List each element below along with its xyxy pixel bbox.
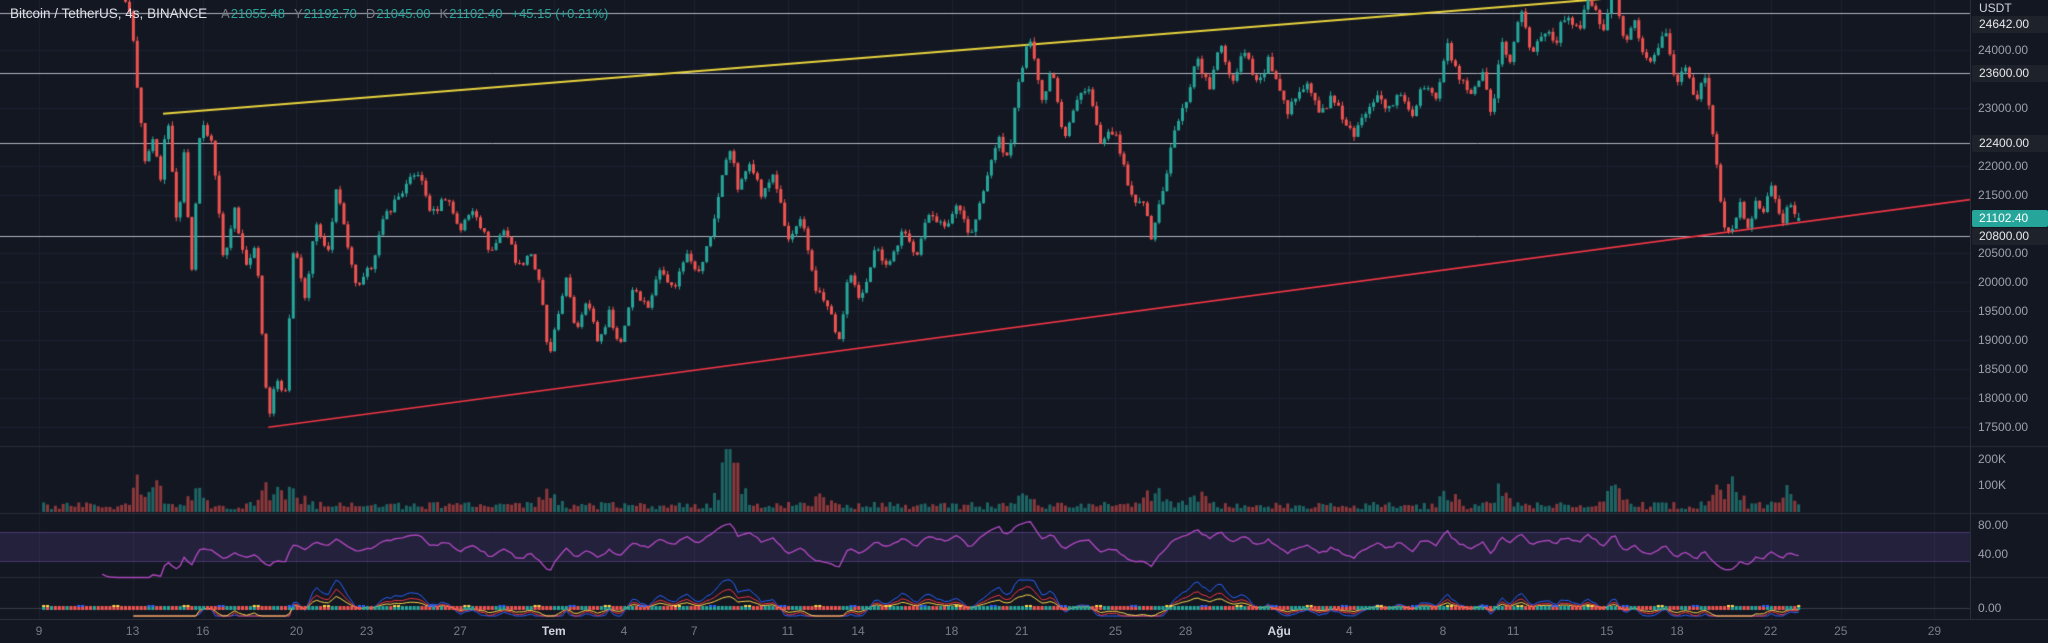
time-tick-label: 21 <box>1015 624 1029 638</box>
time-axis[interactable]: 9 13 16 20 23 27 Tem 4 7 11 14 18 21 25 28 Ağu 4 8 11 15 18 2… <box>0 619 2048 643</box>
last-price-label: 21102.40 <box>1972 210 2048 227</box>
high-label: Y <box>293 6 303 21</box>
osc-tick-label: 0.00 <box>1978 601 2002 615</box>
price-tick-label: 17500.00 <box>1978 420 2029 434</box>
time-tick-label: 8 <box>1439 624 1447 638</box>
symbol-legend: Bitcoin / TetherUS, 4s, BINANCE A21055.48… <box>10 5 617 23</box>
price-tick-label: 19500.00 <box>1978 304 2029 318</box>
change-value: +45.15 (+0.21%) <box>511 6 609 21</box>
price-tick-label: 20000.00 <box>1978 275 2029 289</box>
level-price-label: 23600.00 <box>1972 65 2048 82</box>
chart-plot-area[interactable] <box>0 0 2048 619</box>
close-value: 21102.40 <box>449 6 503 21</box>
price-tick-label: 18000.00 <box>1978 391 2029 405</box>
currency-label[interactable]: USDT <box>1979 1 2012 15</box>
time-month-label: Ağu <box>1267 624 1291 638</box>
time-tick-label: 7 <box>690 624 698 638</box>
time-tick-label: 11 <box>781 624 795 638</box>
time-tick-label: 22 <box>1763 624 1778 638</box>
price-tick-label: 24000.00 <box>1978 43 2029 57</box>
time-tick-label: 4 <box>620 624 628 638</box>
time-tick-label: 9 <box>35 624 43 638</box>
time-tick-label: 13 <box>125 624 140 638</box>
volume-tick-label: 100K <box>1978 478 2007 492</box>
time-tick-label: 20 <box>289 624 304 638</box>
time-tick-label: 14 <box>851 624 865 638</box>
volume-tick-label: 200K <box>1978 452 2007 466</box>
rsi-tick-label: 40.00 <box>1978 547 2009 561</box>
price-tick-label: 18500.00 <box>1978 362 2029 376</box>
price-tick-label: 20500.00 <box>1978 246 2029 260</box>
high-value: 21192.70 <box>303 6 357 21</box>
low-value: 21045.00 <box>376 6 431 21</box>
time-tick-label: 23 <box>359 624 374 638</box>
open-label: A <box>221 6 230 21</box>
time-tick-label: 18 <box>944 624 959 638</box>
level-price-label: 24642.00 <box>1972 16 2048 33</box>
open-value: 21055.48 <box>230 6 285 21</box>
low-label: D <box>365 6 376 21</box>
time-tick-label: 11 <box>1506 624 1520 638</box>
price-tick-label: 21500.00 <box>1978 188 2029 202</box>
time-tick-label: 4 <box>1346 624 1353 638</box>
time-tick-label: 18 <box>1670 624 1684 638</box>
time-month-label: Tem <box>541 624 566 638</box>
symbol-title[interactable]: Bitcoin / TetherUS, 4s, BINANCE <box>10 6 208 21</box>
time-tick-label: 25 <box>1108 624 1123 638</box>
time-tick-label: 15 <box>1600 624 1614 638</box>
time-tick-label: 29 <box>1927 624 1942 638</box>
level-price-label: 22400.00 <box>1972 135 2048 152</box>
price-axis[interactable]: USDT 24000.00 23000.00 22000.00 21500.00 205… <box>1970 0 2048 619</box>
price-tick-label: 19000.00 <box>1978 333 2029 347</box>
rsi-tick-label: 80.00 <box>1978 518 2009 532</box>
close-label: K <box>439 6 449 21</box>
level-price-label: 20800.00 <box>1972 228 2048 245</box>
price-tick-label: 23000.00 <box>1978 101 2029 115</box>
price-tick-label: 22000.00 <box>1978 159 2029 173</box>
time-tick-label: 25 <box>1834 624 1848 638</box>
time-tick-label: 27 <box>453 624 467 638</box>
time-tick-label: 16 <box>196 624 210 638</box>
time-tick-label: 28 <box>1178 624 1193 638</box>
